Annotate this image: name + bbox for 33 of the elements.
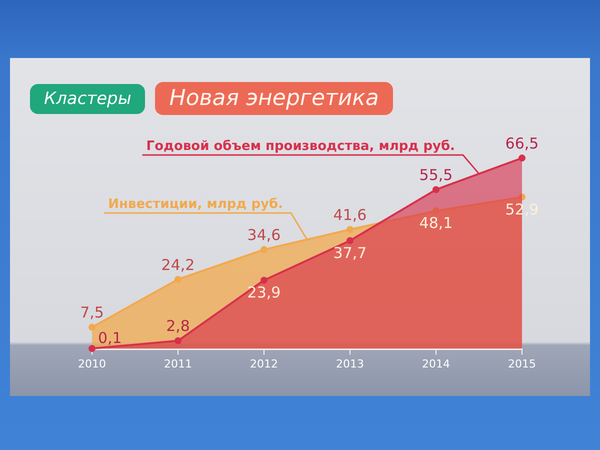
point — [174, 276, 182, 283]
data-label: 2,8 — [166, 317, 190, 336]
data-label: 7,5 — [80, 304, 104, 322]
point — [432, 186, 440, 194]
data-label: 24,2 — [161, 256, 195, 274]
point — [518, 154, 526, 162]
data-label: 55,5 — [419, 166, 453, 184]
data-label: 23,9 — [247, 284, 281, 302]
data-label: 48,1 — [419, 214, 453, 232]
x-tick-label: 2014 — [422, 357, 450, 370]
text: Годовой объем производства, млрд руб. — [146, 139, 456, 154]
data-label: 66,5 — [505, 134, 539, 152]
data-label: 37,7 — [333, 244, 367, 262]
text: Инвестиции, млрд руб. — [108, 197, 284, 212]
x-tick-label: 2015 — [508, 357, 536, 370]
x-tick-label: 2012 — [250, 357, 278, 370]
point — [174, 337, 182, 344]
point — [260, 276, 268, 284]
point — [346, 237, 354, 244]
data-label: 0,1 — [98, 328, 122, 347]
point — [432, 207, 440, 214]
point — [260, 246, 268, 254]
chart-subtitle: Кластеры — [30, 84, 146, 114]
point — [88, 345, 96, 352]
x-tick-label: 2013 — [336, 357, 364, 370]
point — [518, 194, 526, 201]
x-tick-label: 2011 — [164, 357, 192, 370]
x-tick-label: 2010 — [78, 357, 106, 370]
chart-title: Новая энергетика — [155, 82, 393, 115]
data-label: 41,6 — [333, 206, 367, 224]
point — [88, 324, 96, 331]
data-label: 34,6 — [247, 226, 281, 244]
point — [346, 226, 354, 233]
